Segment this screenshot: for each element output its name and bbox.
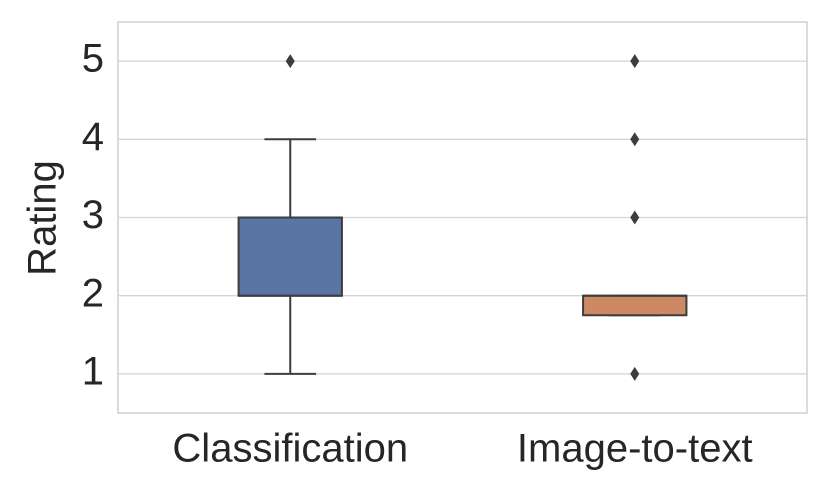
outlier (630, 210, 640, 225)
box (582, 294, 688, 317)
outlier (630, 132, 640, 147)
outlier (630, 366, 640, 381)
x-tick-label: Classification (172, 427, 408, 471)
y-tick-label: 4 (82, 115, 104, 159)
x-tick-label: Image-to-text (517, 427, 753, 471)
box (237, 216, 343, 297)
y-tick-label: 2 (82, 271, 104, 315)
y-axis-label: Rating (21, 160, 65, 276)
y-tick-label: 3 (82, 193, 104, 237)
outlier (285, 54, 295, 69)
y-tick-label: 5 (82, 37, 104, 81)
y-tick-label: 1 (82, 349, 104, 393)
outlier (630, 54, 640, 69)
